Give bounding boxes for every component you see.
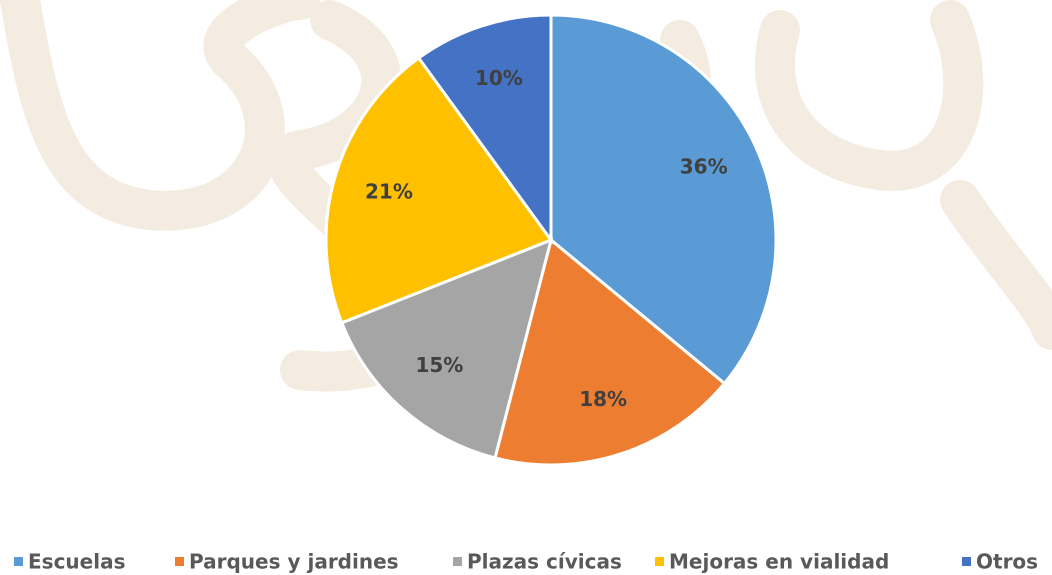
- legend-swatch: [655, 557, 664, 566]
- legend-label: Parques y jardines: [189, 550, 399, 574]
- legend-label: Otros: [976, 550, 1038, 574]
- legend-label: Escuelas: [28, 550, 125, 574]
- legend-swatch: [14, 557, 23, 566]
- legend-label: Mejoras en vialidad: [669, 550, 889, 574]
- legend-label: Plazas cívicas: [467, 550, 622, 574]
- data-label: 21%: [365, 179, 413, 203]
- legend-swatch: [453, 557, 462, 566]
- data-label: 15%: [415, 353, 463, 377]
- data-label: 36%: [680, 155, 728, 179]
- chart: 36% 18% 15% 21% 10% Escuelas Parques y jardine…: [0, 0, 1052, 575]
- data-label: 10%: [475, 66, 523, 90]
- data-label: 18%: [579, 387, 627, 411]
- legend-swatch: [175, 557, 184, 566]
- legend-swatch: [962, 557, 971, 566]
